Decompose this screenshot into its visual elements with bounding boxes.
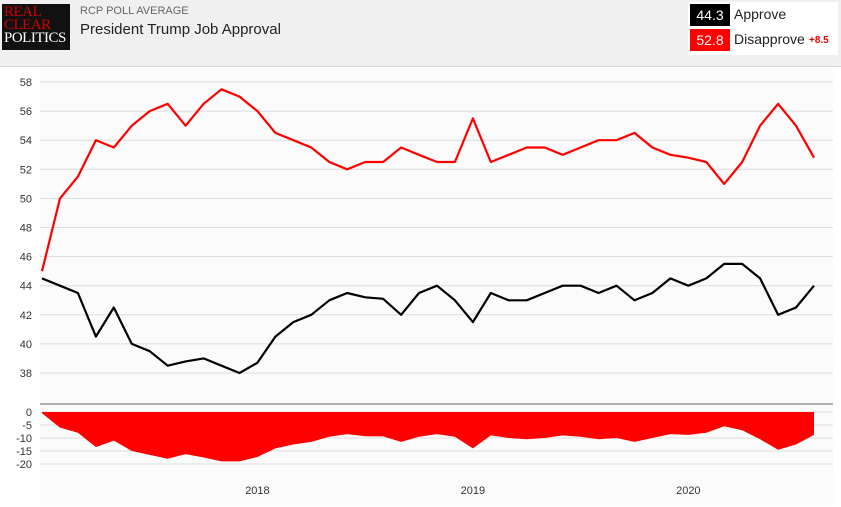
spread-value: +8.5 [809,35,829,46]
x-axis-labels: 2018 2019 2020 [245,485,700,497]
rcp-logo[interactable]: REAL CLEAR POLITICS [2,4,70,50]
chart-header: REAL CLEAR POLITICS RCP POLL AVERAGE Pre… [0,0,841,67]
chart-subtitle: RCP POLL AVERAGE [80,5,189,17]
logo-line-1: REAL [4,4,42,20]
spread-fill [42,412,814,462]
spread-tick-label: 0 [26,407,32,419]
approve-label: Approve [734,6,787,22]
y-tick-label: 40 [20,339,32,351]
y-tick-label: 58 [20,77,32,89]
series-line-disapprove[interactable] [40,88,815,272]
disapprove-value-badge: 52.8 [690,29,730,51]
disapprove-label: Disapprove [734,31,805,47]
x-tick-label: 2020 [676,485,700,497]
series-lines [40,88,815,375]
spread-area [42,412,814,462]
y-tick-label: 50 [20,193,32,205]
series-line-approve[interactable] [41,262,815,375]
spread-tick-label: -20 [16,459,32,471]
y-axis-labels: 38 40 42 44 46 48 50 52 54 56 58 0-5-10-15-20 [16,77,32,471]
x-tick-label: 2018 [245,485,269,497]
y-tick-label: 44 [20,281,32,293]
y-tick-label: 46 [20,252,32,264]
y-tick-label: 42 [20,310,32,322]
y-tick-label: 56 [20,106,32,118]
y-tick-label: 48 [20,223,32,235]
y-tick-label: 38 [20,368,32,380]
spread-tick-label: -10 [16,433,32,445]
logo-line-3: POLITICS [4,30,66,46]
y-tick-label: 52 [20,164,32,176]
y-tick-label: 54 [20,135,32,147]
logo-line-2: CLEAR [4,17,51,33]
spread-tick-label: -15 [16,446,32,458]
x-tick-label: 2019 [461,485,485,497]
chart-title: President Trump Job Approval [80,21,281,38]
spread-tick-label: -5 [22,420,32,432]
approve-value-badge: 44.3 [690,4,730,26]
